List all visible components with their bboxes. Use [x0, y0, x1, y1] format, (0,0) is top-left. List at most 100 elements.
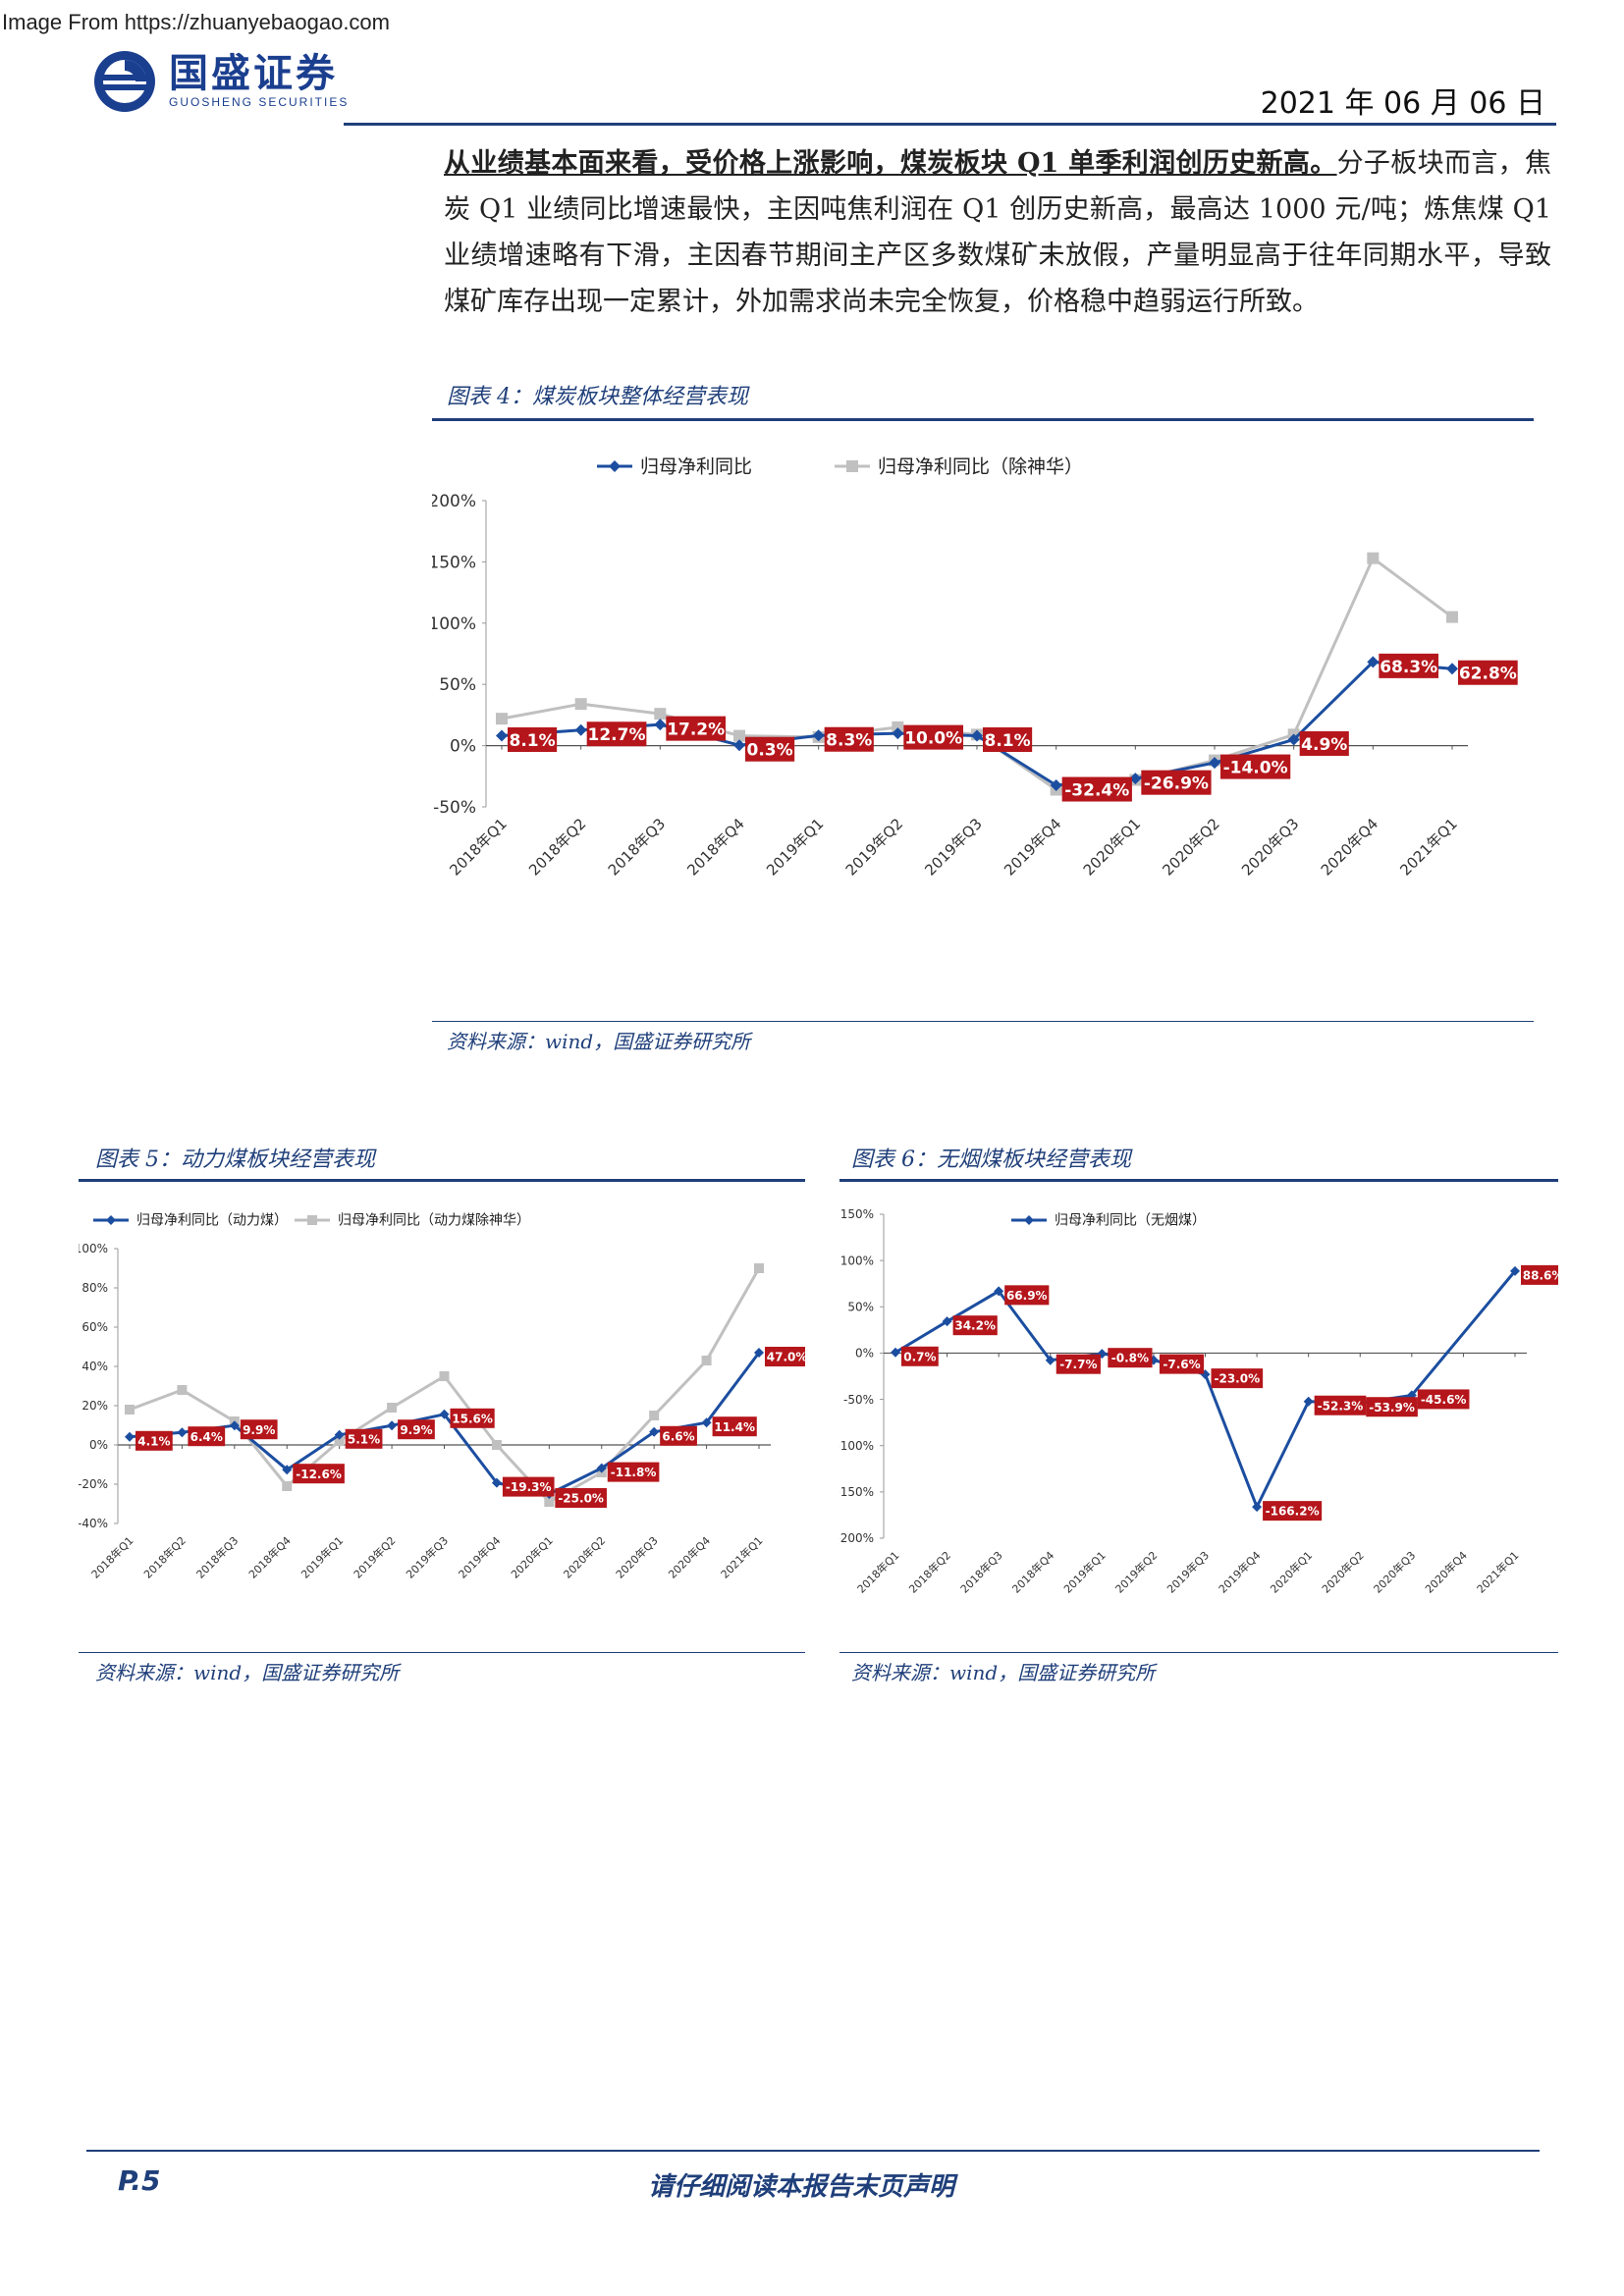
y-tick-label: 150%: [432, 553, 476, 572]
y-tick-label: 100%: [840, 1254, 874, 1267]
data-label: 4.1%: [137, 1434, 170, 1448]
data-label: -7.7%: [1059, 1358, 1097, 1371]
legend-label-0: 归母净利同比（动力煤）: [136, 1212, 288, 1229]
legend-label-1: 归母净利同比（动力煤除神华）: [338, 1212, 530, 1229]
data-label: 6.6%: [662, 1429, 694, 1443]
fig4-title: 图表 4：煤炭板块整体经营表现: [447, 379, 748, 410]
legend-marker-1: [846, 460, 858, 472]
data-label: 9.9%: [243, 1423, 275, 1437]
y-tick-label: -20%: [79, 1477, 108, 1491]
x-tick-label: 2020年Q4: [1422, 1548, 1470, 1596]
x-tick-label: 2019年Q4: [1001, 815, 1064, 879]
brand-logo: 国盛证券 GUOSHENG SECURITIES: [92, 49, 349, 114]
x-tick-label: 2018年Q4: [245, 1533, 294, 1581]
footer-disclaimer: 请仔细阅读本报告末页声明: [648, 2166, 954, 2203]
data-point: [125, 1405, 135, 1415]
brand-name: 国盛证券: [169, 54, 349, 93]
data-label: -26.9%: [1144, 774, 1209, 794]
data-point: [492, 1440, 502, 1450]
data-label: -32.4%: [1064, 780, 1129, 800]
data-label: 17.2%: [667, 721, 725, 740]
x-tick-label: 2018年Q1: [446, 815, 510, 879]
series-line-0: [895, 1271, 1515, 1507]
x-tick-label: 2018年Q3: [957, 1548, 1005, 1596]
x-tick-label: 2019年Q2: [351, 1533, 399, 1581]
brand-sub: GUOSHENG SECURITIES: [169, 95, 349, 109]
y-tick-label: 20%: [81, 1399, 108, 1413]
data-label: 11.4%: [714, 1420, 755, 1434]
x-tick-label: 2021年Q1: [1396, 815, 1460, 879]
legend-marker-0: [609, 460, 621, 472]
data-label: 9.9%: [400, 1423, 432, 1437]
x-tick-label: 2020年Q2: [1319, 1548, 1367, 1596]
data-point: [649, 1411, 659, 1420]
data-label: 4.9%: [1301, 735, 1347, 755]
x-tick-label: 2020年Q3: [613, 1533, 661, 1581]
fig5-chart: -40% -20% 0% 20% 40% 60% 80% 100% 2018年Q12018年Q2…: [79, 1185, 805, 1649]
data-point: [125, 1432, 135, 1442]
data-label: -166.2%: [1266, 1505, 1320, 1519]
fig6-source: 资料来源：wind，国盛证券研究所: [851, 1657, 1155, 1685]
x-tick-label: 2020年Q1: [508, 1533, 556, 1581]
legend-marker-0: [106, 1215, 116, 1225]
data-point: [496, 713, 508, 724]
x-tick-label: 2018年Q1: [854, 1548, 902, 1596]
watermark: Image From https://zhuanyebaogao.com: [2, 10, 390, 35]
fig5-top-rule: [79, 1179, 805, 1182]
data-point: [387, 1420, 397, 1430]
data-point: [702, 1356, 712, 1365]
data-point: [754, 1263, 764, 1273]
data-point: [177, 1385, 187, 1395]
legend-label-1: 归母净利同比（除神华）: [878, 455, 1083, 477]
x-tick-label: 2020年Q3: [1371, 1548, 1419, 1596]
y-tick-label: 150%: [840, 1207, 874, 1221]
x-tick-label: 2020年Q4: [1318, 815, 1381, 879]
fig5-title: 图表 5：动力煤板块经营表现: [95, 1142, 375, 1173]
y-tick-label: 60%: [81, 1320, 108, 1334]
data-point: [654, 719, 666, 730]
data-point: [575, 724, 587, 736]
x-tick-label: 2020年Q3: [1238, 815, 1302, 879]
data-point: [575, 698, 587, 710]
x-tick-label: 2019年Q1: [1060, 1548, 1109, 1596]
fig6-bottom-rule: [839, 1652, 1558, 1653]
data-label: 8.1%: [985, 731, 1031, 751]
x-tick-label: 2020年Q1: [1080, 815, 1144, 879]
data-point: [387, 1403, 397, 1413]
fig4-source: 资料来源：wind，国盛证券研究所: [447, 1026, 750, 1054]
x-tick-label: 2020年Q2: [561, 1533, 609, 1581]
data-point: [1367, 553, 1379, 564]
data-point: [177, 1427, 187, 1437]
y-tick-label: 50%: [439, 675, 476, 695]
data-label: 10.0%: [904, 729, 962, 749]
y-tick-label: -40%: [79, 1517, 108, 1530]
x-tick-label: 2019年Q1: [298, 1533, 347, 1581]
data-label: -0.8%: [1111, 1352, 1149, 1365]
x-tick-label: 2021年Q1: [718, 1533, 766, 1581]
data-label: -25.0%: [558, 1492, 604, 1506]
y-tick-label: -200%: [839, 1531, 874, 1545]
intro-bold: 从业绩基本面来看，受价格上涨影响，煤炭板块 Q1 单季利润创历史新高。: [444, 148, 1337, 179]
y-tick-label: 50%: [847, 1300, 874, 1313]
x-tick-label: 2018年Q3: [605, 815, 669, 879]
data-label: 0.3%: [747, 741, 793, 761]
footer-rule: [86, 2150, 1540, 2152]
y-tick-label: -50%: [843, 1393, 874, 1407]
data-label: -19.3%: [506, 1480, 552, 1494]
y-tick-label: 40%: [81, 1360, 108, 1373]
data-label: 8.1%: [510, 731, 556, 751]
fig5-bottom-rule: [79, 1652, 805, 1653]
x-tick-label: 2018年Q4: [683, 815, 747, 879]
x-tick-label: 2018年Q3: [193, 1533, 242, 1581]
y-tick-label: 100%: [432, 614, 476, 634]
x-tick-label: 2019年Q2: [842, 815, 906, 879]
x-tick-label: 2018年Q4: [1009, 1548, 1057, 1596]
data-label: -23.0%: [1215, 1372, 1261, 1386]
data-point: [1252, 1502, 1262, 1512]
fig6-top-rule: [839, 1179, 1558, 1182]
header-rule: [344, 123, 1556, 126]
x-tick-label: 2018年Q1: [88, 1533, 136, 1581]
x-tick-label: 2019年Q3: [403, 1533, 451, 1581]
legend-label-0: 归母净利同比（无烟煤）: [1055, 1212, 1206, 1229]
legend-label-0: 归母净利同比: [640, 455, 752, 477]
